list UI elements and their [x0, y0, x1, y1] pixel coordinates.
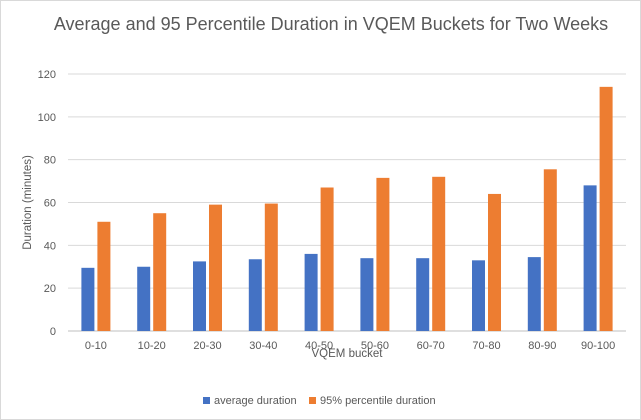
x-tick-label: 50-60: [361, 340, 389, 352]
x-tick-label: 30-40: [249, 340, 277, 352]
bar-average-80-90: [527, 257, 541, 331]
bar-p95-80-90: [543, 169, 557, 331]
x-tick-label: 90-100: [581, 340, 615, 352]
bar-p95-20-30: [209, 204, 222, 331]
y-tick-label: 0: [50, 326, 56, 338]
bar-average-20-30: [193, 261, 206, 331]
x-tick-label: 60-70: [417, 340, 445, 352]
bar-average-60-70: [416, 258, 430, 331]
bar-average-30-40: [248, 259, 262, 331]
bar-p95-30-40: [264, 203, 278, 331]
y-axis-title: Duration (minutes): [22, 155, 34, 250]
x-tick-label: 0-10: [85, 340, 107, 352]
y-tick-label: 120: [38, 69, 56, 81]
chart-title: Average and 95 Percentile Duration in VQ…: [53, 14, 609, 34]
legend-label-average: average duration: [214, 395, 297, 407]
x-tick-label: 40-50: [305, 340, 333, 352]
bar-average-0-10: [81, 267, 95, 331]
y-tick-label: 100: [38, 112, 56, 124]
x-axis-title: VQEM bucket: [312, 348, 384, 360]
bar-p95-90-100: [599, 86, 613, 331]
bar-average-50-60: [360, 258, 374, 331]
x-tick-label: 70-80: [472, 340, 500, 352]
x-tick-label: 20-30: [193, 340, 221, 352]
y-tick-label: 20: [44, 283, 56, 295]
bar-p95-10-20: [153, 213, 167, 331]
x-tick-label: 10-20: [138, 340, 166, 352]
y-tick-label: 80: [44, 155, 56, 167]
bar-average-70-80: [472, 260, 485, 331]
bar-average-40-50: [304, 253, 318, 331]
bar-average-90-100: [583, 185, 597, 331]
bar-p95-0-10: [97, 221, 111, 331]
bar-average-10-20: [137, 266, 151, 331]
bar-p95-70-80: [488, 193, 501, 331]
bar-p95-60-70: [432, 176, 446, 331]
y-tick-label: 40: [44, 240, 56, 252]
bar-p95-40-50: [320, 187, 334, 331]
legend-label-p95: 95% percentile duration: [320, 395, 436, 407]
y-tick-label: 60: [44, 198, 56, 210]
legend-swatch-p95: [309, 397, 316, 404]
x-tick-label: 80-90: [528, 340, 556, 352]
bar-p95-50-60: [376, 177, 390, 331]
legend-swatch-average: [203, 397, 210, 404]
